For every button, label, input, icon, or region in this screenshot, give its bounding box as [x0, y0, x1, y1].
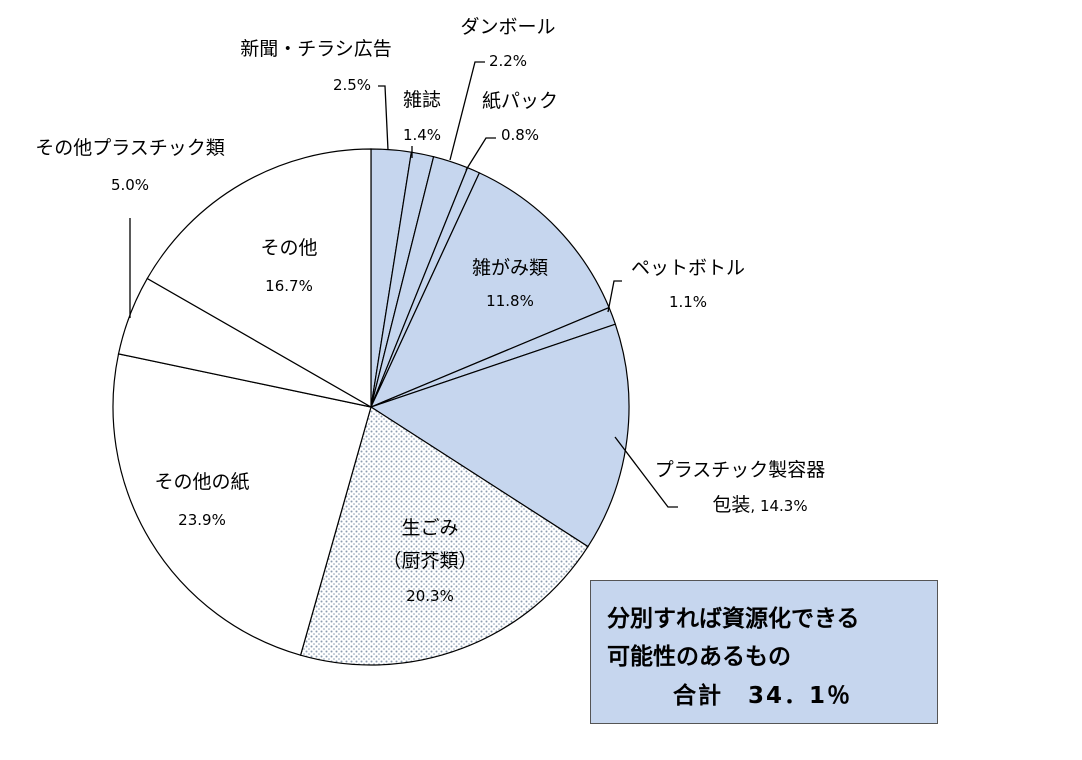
pie-slice-9: [112, 353, 372, 656]
slice-label-1: 新聞・チラシ広告: [240, 38, 392, 60]
leader-line-7: [614, 436, 678, 508]
slice-label-3: ダンボール: [460, 16, 555, 38]
summary-box: 分別すれば資源化できる 可能性のあるもの 合計 34．1％: [590, 580, 938, 724]
slice-value-5: 11.8%: [486, 292, 534, 310]
slice-value-7: 包装, 14.3%: [712, 494, 807, 516]
slice-value-6: 1.1%: [669, 293, 707, 311]
slice-label-9: その他の紙: [154, 471, 249, 493]
summary-total: 合計 34．1％: [673, 683, 853, 709]
slice-value-11: 16.7%: [265, 277, 313, 295]
slice-label-8: 生ごみ: [401, 517, 458, 539]
pie-slice-11: [146, 148, 372, 409]
slice-label-4: 紙パック: [482, 90, 558, 112]
slice-label-11: その他: [260, 237, 317, 259]
slice-label-5: 雑がみ類: [472, 257, 548, 279]
leader-line-6: [607, 280, 622, 313]
summary-line-1: 分別すれば資源化できる: [607, 606, 860, 632]
leader-line-4: [465, 137, 496, 171]
slice-label-line2-8: （厨芥類）: [382, 550, 477, 572]
slice-value-3: 2.2%: [489, 52, 527, 70]
pie-slice-8: [299, 406, 589, 666]
slice-value-8: 20.3%: [406, 587, 454, 605]
slice-label-10: その他プラスチック類: [35, 137, 225, 159]
leader-line-3: [449, 61, 485, 161]
pie-slice-7: [369, 323, 630, 548]
leader-line-1: [378, 85, 389, 151]
slice-value-9: 23.9%: [178, 511, 226, 529]
slice-value-2: 1.4%: [403, 126, 441, 144]
slice-value-4: 0.8%: [501, 126, 539, 144]
slice-value-10: 5.0%: [111, 176, 149, 194]
pie-slice-5: [369, 172, 610, 409]
slice-value-1: 2.5%: [333, 76, 371, 94]
slice-label-2: 雑誌: [403, 89, 441, 111]
slice-label-6: ペットボトル: [631, 257, 745, 279]
summary-line-2: 可能性のあるもの: [607, 644, 791, 670]
slice-label-7: プラスチック製容器: [655, 459, 826, 481]
